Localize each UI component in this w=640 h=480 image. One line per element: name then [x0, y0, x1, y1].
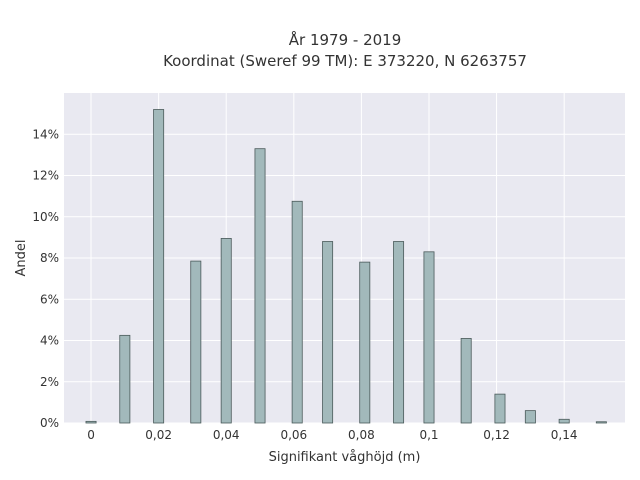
y-tick-label: 8%: [40, 251, 59, 265]
y-tick-label: 14%: [32, 127, 59, 141]
x-tick-label: 0: [87, 428, 95, 442]
y-tick-label: 4%: [40, 334, 59, 348]
histogram-bar: [254, 148, 266, 424]
histogram-bar: [85, 420, 97, 424]
histogram-bar: [595, 421, 607, 424]
x-tick-label: 0,14: [551, 428, 578, 442]
y-tick-label: 12%: [32, 169, 59, 183]
y-tick-label: 0%: [40, 416, 59, 430]
chart-title-line-2: Koordinat (Sweref 99 TM): E 373220, N 62…: [163, 52, 527, 70]
y-tick-label: 6%: [40, 292, 59, 306]
y-tick-label: 10%: [32, 210, 59, 224]
histogram-bar: [291, 200, 303, 424]
histogram-bar: [190, 260, 202, 424]
x-tick-label: 0,04: [213, 428, 240, 442]
y-axis-title: Andel: [14, 240, 29, 277]
x-tick-label: 0,02: [145, 428, 172, 442]
x-axis-title: Signifikant våghöjd (m): [269, 450, 421, 465]
tick-labels: 0% 2% 4% 6% 8% 10% 12% 14% 0 0,02 0,04 0,06 0,08 0,1 0…: [32, 127, 577, 442]
x-tick-label: 0,08: [348, 428, 375, 442]
histogram-bar: [220, 238, 232, 424]
x-tick-label: 0,06: [280, 428, 307, 442]
histogram-bar: [423, 251, 435, 424]
histogram-bar: [460, 338, 472, 424]
y-tick-label: 2%: [40, 375, 59, 389]
histogram-bar: [359, 261, 371, 424]
histogram-bar: [119, 334, 131, 424]
chart-title-line-1: År 1979 - 2019: [289, 30, 402, 49]
x-tick-label: 0,12: [483, 428, 510, 442]
x-tick-label: 0,1: [419, 428, 438, 442]
histogram-bar: [494, 393, 506, 424]
histogram-bar: [393, 241, 405, 424]
histogram-bar: [524, 410, 536, 424]
histogram-bar: [322, 241, 334, 424]
histogram-bar: [558, 418, 570, 424]
bars: [85, 109, 607, 424]
histogram-bar: [153, 109, 165, 424]
